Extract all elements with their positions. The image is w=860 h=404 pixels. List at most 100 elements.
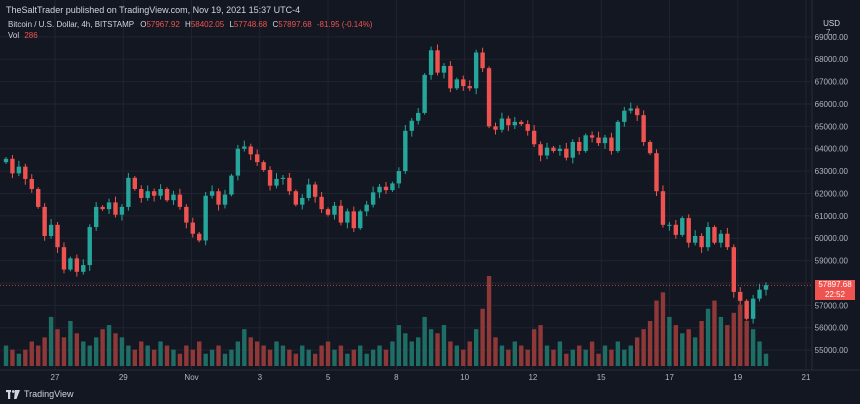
candle-body — [757, 289, 762, 299]
volume-bar — [763, 353, 769, 366]
candle-body — [583, 135, 588, 151]
volume-bar — [486, 276, 492, 366]
volume-bar — [145, 345, 150, 366]
volume-bar — [248, 337, 253, 366]
volume-bar — [667, 316, 672, 366]
price-tick-label: 56000.00 — [815, 324, 849, 333]
volume-bar — [493, 337, 498, 366]
price-tick-label: 65000.00 — [815, 122, 849, 131]
volume-bar — [358, 345, 363, 366]
candle-body — [403, 130, 408, 172]
volume-bar — [171, 349, 176, 366]
volume-bar — [609, 349, 614, 366]
candle-body — [512, 121, 518, 126]
candle-body — [145, 191, 150, 198]
volume-bar — [499, 345, 505, 366]
candle-body — [100, 206, 105, 210]
volume-bar — [10, 349, 15, 366]
volume-bar — [473, 329, 479, 366]
candle-body — [184, 206, 189, 223]
volume-bar — [293, 353, 299, 366]
candle-body — [699, 235, 704, 248]
candle-body — [441, 65, 447, 73]
candle-body — [750, 298, 756, 319]
candle-body — [300, 197, 305, 205]
candle-body — [461, 79, 466, 87]
candle-body — [197, 233, 202, 241]
price-tick-label: 57000.00 — [815, 301, 849, 310]
volume-bar — [132, 349, 138, 366]
volume-bar — [119, 337, 125, 366]
volume-value: 286 — [24, 31, 38, 40]
time-axis[interactable]: 27 29 Nov 3 5 8 10 12 15 17 19 21 — [51, 373, 811, 382]
candle-body — [570, 142, 575, 158]
volume-bar — [55, 329, 60, 366]
volume-bar — [29, 341, 34, 366]
high-label: H — [185, 20, 191, 29]
volume-bar — [338, 345, 344, 366]
candle-body — [551, 147, 556, 151]
volume-bar — [325, 341, 331, 366]
candle-body — [68, 258, 73, 270]
candle-body — [287, 177, 292, 192]
volume-bar — [332, 349, 337, 366]
time-tick-label: 5 — [326, 373, 331, 382]
candle-body — [499, 118, 505, 130]
volume-bar — [738, 304, 743, 366]
candle-body — [319, 196, 324, 210]
volume-bar — [757, 341, 762, 366]
volume-bar — [634, 337, 640, 366]
candle-body — [222, 194, 228, 205]
candle-body — [622, 110, 627, 122]
volume-bar — [680, 333, 685, 366]
candle-body — [435, 50, 440, 73]
volume-bar — [435, 333, 440, 366]
candle-body — [55, 224, 60, 248]
candle-body — [628, 108, 633, 111]
volume-bar — [577, 345, 582, 366]
last-price-tag: 57897.68 22:52 — [815, 280, 855, 301]
volume-bar — [164, 345, 170, 366]
candle-body — [538, 144, 543, 156]
candle-body — [738, 291, 743, 301]
candle-body — [81, 265, 86, 272]
currency-label[interactable]: USD 7... — [823, 19, 840, 37]
volume-bar — [197, 341, 202, 366]
volume-bar — [448, 341, 453, 366]
candle-body — [113, 202, 118, 215]
candle-body — [132, 177, 138, 189]
candle-body — [596, 137, 601, 144]
tradingview-brand[interactable]: TradingView — [6, 389, 74, 399]
volume-bar — [596, 353, 601, 366]
candle-body — [692, 235, 698, 243]
close-label: C — [272, 20, 279, 29]
candle-body — [16, 166, 22, 174]
volume-bar — [390, 341, 395, 366]
candle-body — [519, 121, 524, 125]
volume-bar — [370, 349, 376, 366]
candle-body — [48, 224, 54, 236]
open-value: 57967.92 — [146, 20, 180, 29]
volume-bar — [42, 337, 47, 366]
volume-bar — [235, 341, 241, 366]
candle-body — [338, 205, 344, 223]
candle-body — [29, 178, 34, 189]
candle-body — [190, 222, 195, 234]
volume-bar — [383, 349, 389, 366]
candle-body — [493, 126, 498, 130]
price-axis[interactable]: 55000.0056000.0057000.0058000.0059000.00… — [815, 33, 849, 355]
volume-bar — [48, 316, 54, 366]
volume-bar — [222, 353, 228, 366]
volume-bar — [428, 329, 434, 366]
candle-body — [151, 191, 157, 196]
candle-body — [609, 137, 614, 151]
volume-bar — [254, 341, 260, 366]
candle-body — [506, 118, 511, 126]
volume-bar — [699, 321, 704, 366]
candle-body — [564, 148, 569, 158]
candle-body — [229, 175, 234, 195]
volume-bar — [151, 349, 157, 366]
volume-bar — [519, 345, 524, 366]
